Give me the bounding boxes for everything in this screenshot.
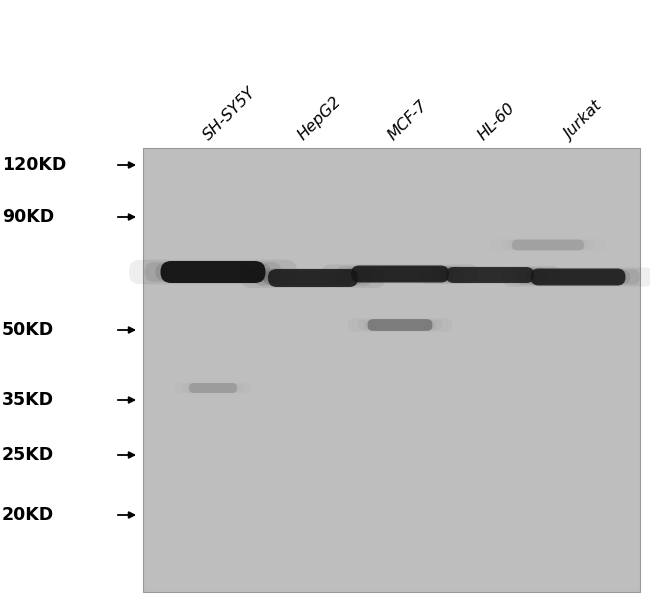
Text: SH-SY5Y: SH-SY5Y bbox=[200, 84, 259, 143]
FancyBboxPatch shape bbox=[502, 268, 650, 287]
FancyBboxPatch shape bbox=[351, 266, 449, 282]
Text: 90KD: 90KD bbox=[2, 208, 54, 226]
FancyBboxPatch shape bbox=[263, 271, 363, 285]
Text: HepG2: HepG2 bbox=[295, 94, 344, 143]
FancyBboxPatch shape bbox=[189, 383, 237, 393]
FancyBboxPatch shape bbox=[530, 268, 625, 285]
FancyBboxPatch shape bbox=[322, 265, 478, 284]
FancyBboxPatch shape bbox=[433, 268, 547, 282]
Text: Jurkat: Jurkat bbox=[562, 100, 606, 143]
FancyBboxPatch shape bbox=[364, 320, 436, 329]
Text: 35KD: 35KD bbox=[2, 391, 54, 409]
FancyBboxPatch shape bbox=[241, 268, 385, 288]
Text: 50KD: 50KD bbox=[2, 321, 54, 339]
FancyBboxPatch shape bbox=[512, 240, 584, 251]
Text: 25KD: 25KD bbox=[2, 446, 54, 464]
Text: HL-60: HL-60 bbox=[475, 100, 518, 143]
FancyBboxPatch shape bbox=[255, 270, 372, 286]
FancyBboxPatch shape bbox=[161, 261, 265, 283]
FancyBboxPatch shape bbox=[155, 263, 271, 280]
FancyBboxPatch shape bbox=[420, 266, 560, 284]
FancyBboxPatch shape bbox=[268, 269, 358, 287]
FancyBboxPatch shape bbox=[145, 262, 281, 282]
FancyBboxPatch shape bbox=[346, 268, 454, 280]
Text: MCF-7: MCF-7 bbox=[385, 98, 430, 143]
FancyBboxPatch shape bbox=[441, 269, 538, 281]
FancyBboxPatch shape bbox=[446, 267, 534, 283]
Text: 120KD: 120KD bbox=[2, 156, 66, 174]
FancyBboxPatch shape bbox=[367, 319, 432, 331]
FancyBboxPatch shape bbox=[129, 260, 297, 284]
Text: 20KD: 20KD bbox=[2, 506, 54, 524]
FancyBboxPatch shape bbox=[336, 266, 463, 282]
FancyBboxPatch shape bbox=[358, 320, 442, 331]
Bar bbox=[143, 148, 640, 592]
FancyBboxPatch shape bbox=[526, 271, 630, 284]
FancyBboxPatch shape bbox=[516, 269, 640, 285]
